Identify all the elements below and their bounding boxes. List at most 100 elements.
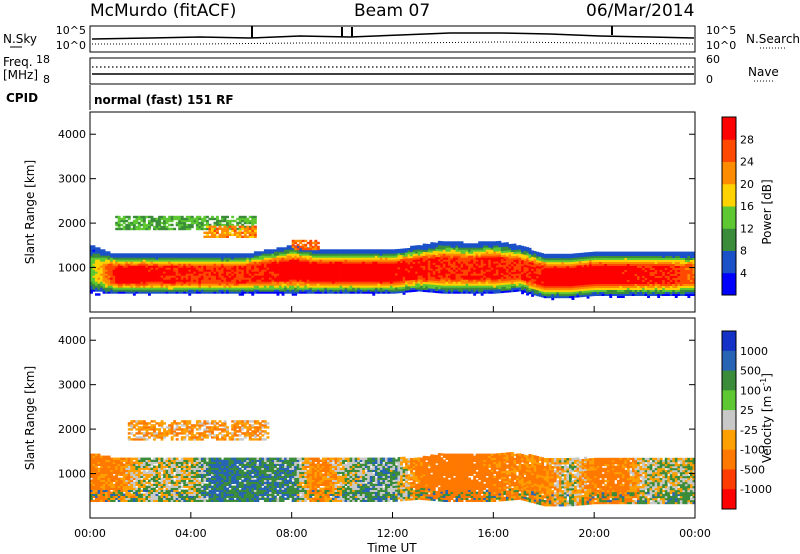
power-cell — [291, 283, 295, 286]
power-cell — [500, 242, 504, 246]
power-cell — [195, 279, 199, 282]
power-cell — [495, 277, 499, 280]
power-cell — [463, 257, 466, 260]
power-cell — [349, 263, 353, 266]
power-cell — [546, 253, 550, 257]
power-cell — [450, 249, 454, 252]
power-cell — [465, 259, 469, 262]
power-cell — [503, 272, 507, 275]
power-cell — [357, 251, 361, 254]
power-cell — [420, 289, 424, 292]
power-cell — [354, 271, 358, 274]
power-cell — [453, 269, 456, 272]
power-cell — [294, 291, 298, 294]
power-cell — [586, 272, 590, 275]
power-cell — [432, 258, 436, 261]
power-cell — [536, 257, 540, 261]
power-cell — [362, 265, 366, 268]
power-cell — [258, 269, 262, 272]
power-cell — [291, 261, 295, 264]
power-cell — [195, 259, 199, 262]
power-cell — [601, 263, 605, 266]
power-cell — [173, 283, 177, 286]
power-cell — [183, 267, 187, 270]
power-cell — [105, 263, 108, 266]
power-cell — [286, 265, 290, 268]
power-cell — [626, 271, 630, 274]
power-cell — [637, 255, 640, 258]
power-cell — [548, 263, 552, 267]
power-cell — [314, 265, 318, 268]
power-cell — [369, 271, 373, 274]
power-cell — [493, 277, 497, 280]
power-cell — [465, 269, 469, 272]
power-cell — [344, 289, 348, 292]
power-cell — [566, 293, 570, 297]
power-cell — [195, 275, 199, 278]
power-cell — [591, 283, 595, 287]
power-cell — [135, 273, 139, 276]
power-cell — [382, 267, 386, 270]
power-cell — [337, 253, 340, 256]
power-cell — [621, 267, 625, 270]
power-cell — [543, 259, 547, 263]
power-cell — [453, 279, 456, 282]
power-cell — [440, 273, 444, 276]
power-cell — [178, 269, 182, 272]
power-cell — [513, 289, 517, 292]
power-cell — [432, 288, 436, 291]
power-cell — [579, 270, 582, 274]
power-cell — [589, 278, 592, 281]
power-cell — [289, 245, 292, 248]
power-cell — [208, 253, 212, 256]
power-cell — [601, 293, 605, 296]
power-cell — [309, 261, 313, 264]
power-cell — [405, 264, 408, 267]
power-cell — [231, 263, 235, 266]
power-cell — [490, 247, 494, 250]
power-cell — [410, 289, 413, 293]
power-cell — [148, 271, 151, 274]
power-cell — [95, 269, 98, 272]
power-cell — [163, 255, 166, 258]
power-cell — [425, 277, 429, 281]
power-cell — [576, 255, 580, 258]
power-cell — [584, 278, 587, 281]
power-cell — [198, 255, 202, 258]
power-cell — [455, 257, 459, 260]
power-cell — [521, 263, 524, 267]
power-cell — [495, 265, 499, 268]
power-cell — [226, 287, 229, 290]
power-cell — [536, 289, 540, 293]
power-cell — [208, 267, 212, 270]
power-cell — [526, 249, 529, 252]
power-cell — [609, 291, 613, 294]
power-cell — [246, 283, 250, 286]
power-cell — [541, 289, 545, 292]
power-cell — [483, 265, 487, 268]
power-cell — [115, 255, 119, 258]
power-cell — [400, 272, 403, 276]
power-cell — [581, 274, 585, 278]
power-cell — [503, 276, 507, 279]
power-cell — [644, 293, 648, 296]
power-cell — [145, 253, 149, 256]
power-cell — [569, 283, 572, 287]
power-cell — [400, 248, 403, 252]
power-cell — [508, 254, 512, 257]
power-cell — [150, 259, 154, 262]
power-cell — [342, 253, 345, 256]
power-cell — [518, 257, 522, 260]
power-cell — [271, 269, 275, 272]
power-cell — [175, 263, 179, 266]
power-cell — [329, 263, 333, 266]
power-cell — [410, 245, 413, 249]
power-cell — [400, 250, 403, 254]
power-cell — [359, 249, 363, 252]
power-cell — [107, 259, 111, 262]
power-cell — [569, 273, 572, 277]
power-cell — [521, 275, 524, 279]
power-cell — [642, 259, 645, 262]
power-cell — [137, 269, 141, 272]
power-cell — [488, 251, 492, 254]
